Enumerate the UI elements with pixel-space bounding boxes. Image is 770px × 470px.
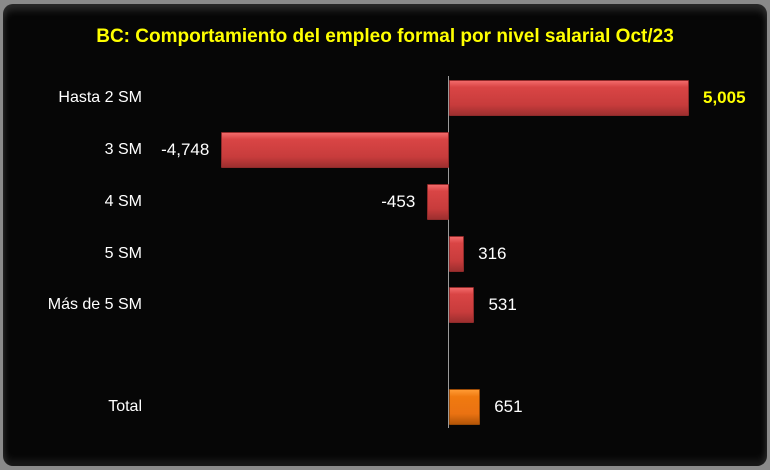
chart-title: BC: Comportamiento del empleo formal por… [96, 26, 674, 47]
total-bar [449, 389, 481, 425]
data-bar [449, 80, 689, 116]
data-bar [449, 287, 475, 323]
zero-axis-line [448, 76, 449, 428]
value-label: 651 [494, 397, 523, 416]
category-label: Más de 5 SM [47, 296, 142, 313]
category-label: Hasta 2 SM [58, 89, 142, 106]
chart-frame [3, 4, 767, 466]
category-label: 3 SM [104, 141, 142, 158]
value-label: 5,005 [703, 88, 746, 107]
value-label: 531 [488, 295, 517, 314]
value-label: -453 [381, 192, 416, 211]
category-label: 4 SM [104, 193, 142, 210]
value-label: 316 [478, 244, 507, 263]
data-bar [427, 184, 449, 220]
data-bar [449, 236, 465, 272]
data-bar [221, 132, 449, 168]
category-label: Total [108, 398, 142, 415]
value-label: -4,748 [161, 140, 210, 159]
category-label: 5 SM [104, 245, 142, 262]
